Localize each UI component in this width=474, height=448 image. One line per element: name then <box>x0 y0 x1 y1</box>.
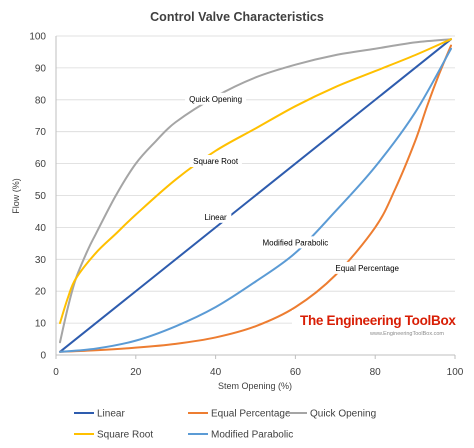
x-tick-label: 60 <box>290 367 302 378</box>
y-tick-label: 80 <box>35 95 47 106</box>
watermark-title: The Engineering ToolBox <box>300 313 456 328</box>
legend-label-equal-percentage: Equal Percentage <box>211 409 291 420</box>
x-tick-label: 80 <box>370 367 382 378</box>
annotation-background <box>199 210 232 223</box>
annotation-background <box>254 236 337 249</box>
y-tick-label: 60 <box>35 159 47 170</box>
y-tick-label: 20 <box>35 287 47 298</box>
watermark-subtitle: www.EngineeringToolBox.com <box>370 331 444 337</box>
axes <box>55 36 455 356</box>
series-line-modified-parabolic <box>58 47 453 353</box>
legend-label-linear: Linear <box>97 409 125 420</box>
x-tick-label: 0 <box>53 367 59 378</box>
series-line-quick-opening <box>58 38 453 344</box>
annotation-background <box>189 155 242 168</box>
legend-label-quick-opening: Quick Opening <box>310 409 376 420</box>
x-tick-label: 20 <box>130 367 142 378</box>
watermark-logo: The Engineering ToolBox www.EngineeringT… <box>292 310 456 346</box>
annotation-background <box>330 261 405 274</box>
chart-title: Control Valve Characteristics <box>150 10 324 24</box>
annotation-square-root: Square Root <box>193 157 239 166</box>
annotation-modified-parabolic: Modified Parabolic <box>262 238 328 247</box>
series-line-linear <box>58 38 453 353</box>
legend-label-square-root: Square Root <box>97 430 153 441</box>
x-tick-labels: 0 20 40 60 80 100 <box>53 355 464 378</box>
x-tick-label: 40 <box>210 367 222 378</box>
legend-label-modified-parabolic: Modified Parabolic <box>211 430 293 441</box>
series-line-equal-percentage <box>58 44 453 353</box>
annotation-quick-opening: Quick Opening <box>189 95 242 104</box>
legend: Linear Equal Percentage Quick Opening Squar… <box>74 409 376 441</box>
gridlines <box>56 35 455 324</box>
y-tick-label: 70 <box>35 127 47 138</box>
x-tick-label: 100 <box>447 367 464 378</box>
y-tick-label: 40 <box>35 223 47 234</box>
x-axis-label: Stem Opening (%) <box>218 381 292 391</box>
y-tick-label: 10 <box>35 319 47 330</box>
annotation-equal-percentage: Equal Percentage <box>335 264 399 273</box>
y-axis-label: Flow (%) <box>11 178 21 214</box>
annotation-background <box>185 92 247 105</box>
y-tick-label: 90 <box>35 63 47 74</box>
y-tick-label: 50 <box>35 191 47 202</box>
annotation-linear: Linear <box>204 213 227 222</box>
y-tick-label: 100 <box>29 32 46 43</box>
y-tick-labels: 0 10 20 30 40 50 60 70 80 90 100 <box>29 32 46 362</box>
series-annotations: Linear Equal Percentage Quick Opening Squar… <box>185 92 405 274</box>
y-tick-label: 30 <box>35 255 47 266</box>
y-tick-label: 0 <box>40 351 46 362</box>
